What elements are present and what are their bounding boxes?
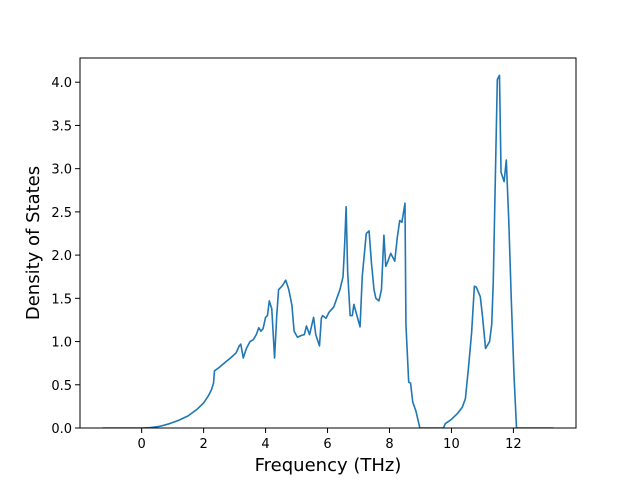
y-tick-label: 0.0 — [51, 422, 72, 437]
y-tick-label: 3.5 — [51, 119, 72, 134]
x-tick-label: 0 — [138, 437, 146, 452]
y-tick-label: 2.0 — [51, 249, 72, 264]
y-tick-label: 0.5 — [51, 379, 72, 394]
y-tick-label: 1.0 — [51, 336, 72, 351]
y-tick-label: 2.5 — [51, 206, 72, 221]
x-axis-label: Frequency (THz) — [255, 455, 402, 476]
x-tick-label: 12 — [505, 437, 522, 452]
y-axis-label: Density of States — [23, 166, 44, 320]
plot-frame — [79, 57, 577, 429]
x-tick-label: 10 — [443, 437, 460, 452]
x-tick-label: 4 — [261, 437, 269, 452]
y-tick-label: 4.0 — [51, 76, 72, 91]
x-tick-label: 2 — [199, 437, 207, 452]
x-tick-label: 6 — [323, 437, 331, 452]
y-tick-label: 1.5 — [51, 292, 72, 307]
data-line — [102, 74, 554, 428]
y-tick-label: 3.0 — [51, 163, 72, 178]
x-tick-label: 8 — [385, 437, 393, 452]
